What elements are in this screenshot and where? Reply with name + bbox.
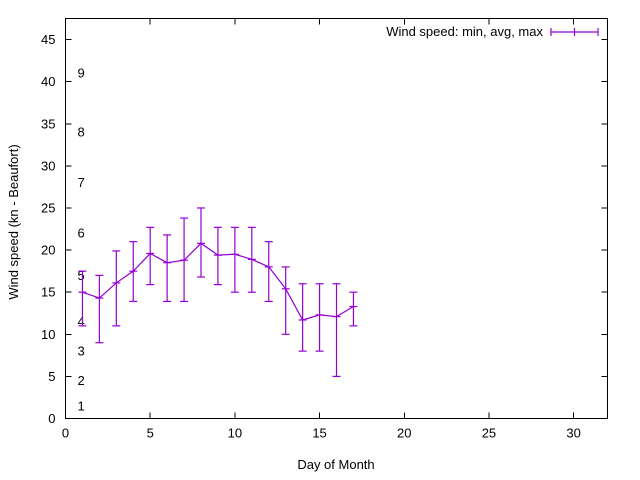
beaufort-tick-label: 3 xyxy=(78,344,85,359)
beaufort-tick-label: 9 xyxy=(78,66,85,81)
error-bar xyxy=(264,241,273,303)
x-axis-ticks: 0 5 10 15 20 25 30 xyxy=(62,18,581,441)
legend-sample-errorbar xyxy=(550,28,599,36)
error-bar xyxy=(197,207,205,278)
error-bar xyxy=(112,250,121,327)
y-tick-label: 40 xyxy=(41,74,55,89)
error-bar xyxy=(349,291,358,327)
error-bar xyxy=(213,226,222,286)
beaufort-tick-label: 4 xyxy=(78,314,85,329)
error-bar xyxy=(163,234,172,303)
series-wind-speed xyxy=(78,207,358,377)
x-tick-label: 25 xyxy=(482,426,496,441)
beaufort-tick-label: 7 xyxy=(78,175,85,190)
x-axis-title: Day of Month xyxy=(297,457,374,472)
error-bar xyxy=(281,266,290,335)
error-bar xyxy=(332,283,341,377)
error-bar xyxy=(78,270,87,327)
y-tick-label: 45 xyxy=(41,32,55,47)
x-tick-label: 30 xyxy=(566,426,580,441)
chart-legend: Wind speed: min, avg, max xyxy=(386,24,599,39)
legend-label: Wind speed: min, avg, max xyxy=(386,24,543,39)
x-tick-label: 5 xyxy=(147,426,154,441)
y-tick-label: 20 xyxy=(41,243,55,258)
y-tick-label: 5 xyxy=(48,369,55,384)
y-tick-label: 35 xyxy=(41,116,55,131)
plot-frame xyxy=(65,18,608,419)
error-bar xyxy=(230,226,239,293)
y-tick-label: 15 xyxy=(41,285,55,300)
error-bar xyxy=(95,274,104,344)
y-tick-label: 10 xyxy=(41,327,55,342)
beaufort-tick-label: 1 xyxy=(78,398,85,413)
y-tick-label: 0 xyxy=(48,411,55,426)
beaufort-tick-label: 8 xyxy=(78,125,85,140)
beaufort-axis: 1 2 3 4 5 6 7 8 9 xyxy=(78,66,85,414)
x-tick-label: 0 xyxy=(62,426,69,441)
error-bar xyxy=(298,283,307,352)
y-axis-title: Wind speed (kn - Beaufort) xyxy=(6,144,21,299)
error-bar xyxy=(315,283,324,352)
x-tick-label: 10 xyxy=(228,426,242,441)
beaufort-tick-label: 6 xyxy=(78,226,85,241)
y-tick-label: 25 xyxy=(41,200,55,215)
beaufort-tick-label: 5 xyxy=(78,268,85,283)
y-tick-label: 30 xyxy=(41,158,55,173)
x-tick-label: 20 xyxy=(397,426,411,441)
error-bar xyxy=(146,226,155,286)
x-tick-label: 15 xyxy=(312,426,326,441)
beaufort-tick-label: 2 xyxy=(78,373,85,388)
